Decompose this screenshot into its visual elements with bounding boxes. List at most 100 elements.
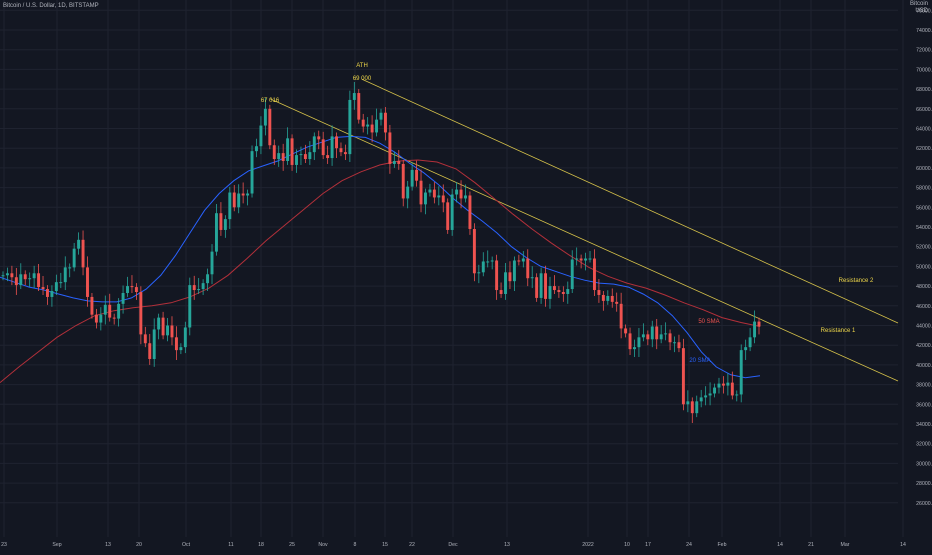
x-tick-label: 14 xyxy=(777,542,783,548)
candle-up xyxy=(263,108,267,126)
candle-up xyxy=(695,401,699,414)
candle-up xyxy=(179,347,183,351)
candle-up xyxy=(584,258,588,261)
annotation-resistance-2: Resistance 2 xyxy=(839,278,874,284)
x-tick-label: Nov xyxy=(318,542,328,548)
candle-up xyxy=(566,289,570,294)
candle-up xyxy=(126,286,129,293)
candle-down xyxy=(557,290,561,293)
candle-up xyxy=(379,112,383,120)
candle-down xyxy=(192,285,196,291)
candle-up xyxy=(424,192,427,205)
candle-up xyxy=(50,291,54,297)
y-tick-label: 44000.00 xyxy=(916,324,932,330)
y-tick-label: 76000.00 xyxy=(916,8,932,14)
y-tick-label: 36000.00 xyxy=(916,402,932,408)
candle-down xyxy=(139,292,143,335)
annotations: ATH 69 000 67 016 Resistance 2 Resistance 1 5… xyxy=(261,63,874,364)
price-axis[interactable]: 76000.00 74000.00 72000.00 70000.00 68000.00… xyxy=(916,8,932,507)
trendlines xyxy=(269,78,899,382)
candle-up xyxy=(521,258,525,262)
candle-up xyxy=(708,393,712,396)
x-tick-label: 13 xyxy=(504,542,510,548)
candle-up xyxy=(277,153,281,160)
candle-up xyxy=(255,146,258,152)
x-tick-label: 10 xyxy=(624,542,630,548)
candle-up xyxy=(237,193,241,208)
candle-down xyxy=(508,272,512,282)
candle-up xyxy=(713,387,716,394)
candle-down xyxy=(90,296,94,315)
candle-up xyxy=(157,317,161,330)
candle-up xyxy=(259,125,263,147)
x-tick-label: 22 xyxy=(409,542,415,548)
candle-down xyxy=(41,287,45,290)
candle-down xyxy=(677,342,681,349)
candle-down xyxy=(170,325,174,338)
candle-down xyxy=(624,328,628,334)
candle-down xyxy=(601,294,605,301)
candle-down xyxy=(681,348,685,405)
x-tick-label: 18 xyxy=(258,542,264,548)
x-tick-label: 25 xyxy=(289,542,295,548)
candle-down xyxy=(321,139,325,156)
candle-up xyxy=(570,259,574,290)
candle-up xyxy=(673,342,676,344)
candle-down xyxy=(646,334,650,340)
candle-down xyxy=(757,321,761,327)
candle-up xyxy=(428,189,432,193)
candle-up xyxy=(250,151,254,194)
candle-down xyxy=(86,267,89,297)
candle-down xyxy=(10,273,14,278)
y-tick-label: 54000.00 xyxy=(916,225,932,231)
candle-down xyxy=(143,334,147,344)
candle-down xyxy=(108,304,112,318)
annotation-ath: ATH xyxy=(356,63,368,69)
y-tick-label: 70000.00 xyxy=(916,67,932,73)
candle-down xyxy=(721,383,725,386)
candle-down xyxy=(46,289,49,297)
candle-up xyxy=(32,273,36,279)
x-tick-label: Mar xyxy=(841,542,850,548)
candle-down xyxy=(370,124,374,133)
candle-down xyxy=(668,333,672,343)
candle-up xyxy=(633,347,636,350)
candle-down xyxy=(655,326,659,340)
candle-down xyxy=(419,180,423,205)
x-tick-label: Dec xyxy=(448,542,458,548)
candle-up xyxy=(512,260,516,282)
y-tick-label: 38000.00 xyxy=(916,383,932,389)
y-tick-label: 68000.00 xyxy=(916,87,932,93)
candle-down xyxy=(730,382,734,396)
y-tick-label: 28000.00 xyxy=(916,481,932,487)
candle-down xyxy=(241,193,245,196)
sma20-path xyxy=(0,135,761,379)
candle-up xyxy=(490,260,494,262)
candle-up xyxy=(117,303,121,319)
candle-up xyxy=(183,327,187,348)
candle-up xyxy=(197,289,201,291)
candle-down xyxy=(499,290,503,294)
candle-up xyxy=(548,286,552,299)
candle-down xyxy=(14,277,18,286)
candle-down xyxy=(579,258,583,261)
sma50-path xyxy=(0,159,761,383)
candle-up xyxy=(77,239,81,249)
x-tick-label: 14 xyxy=(900,542,906,548)
annotation-ath-price: 69 000 xyxy=(353,76,372,82)
candle-up xyxy=(704,395,708,398)
price-unit-label: Bitcoin USD xyxy=(888,1,928,15)
time-axis[interactable]: 23 Sep 13 20 Oct 11 18 25 Nov 8 15 22 Dec 13 2022 10 17 2… xyxy=(1,542,906,548)
candle-up xyxy=(539,273,543,298)
candle-up xyxy=(664,333,668,335)
candle-up xyxy=(68,267,72,269)
candle-up xyxy=(450,194,454,230)
candle-up xyxy=(650,326,654,340)
candle-up xyxy=(63,267,67,283)
y-tick-label: 50000.00 xyxy=(916,264,932,270)
candle-up xyxy=(54,282,58,292)
candle-down xyxy=(495,260,499,291)
candle-down xyxy=(174,337,178,351)
